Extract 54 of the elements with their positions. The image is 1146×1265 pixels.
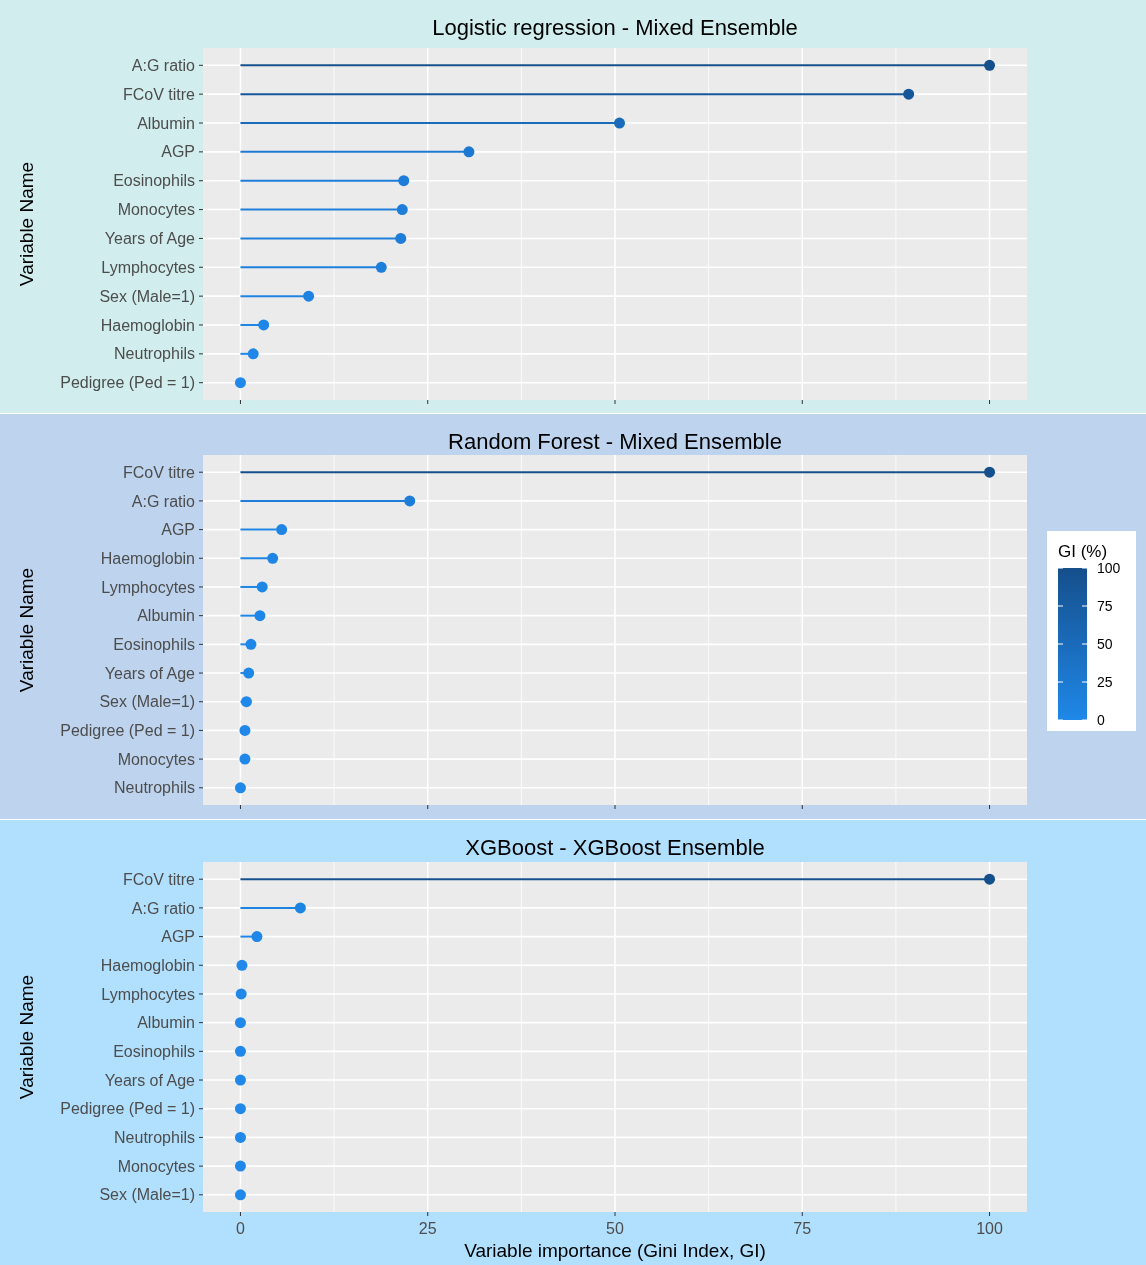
y-tick-label: Albumin <box>137 1014 195 1032</box>
y-tick-label: FCoV titre <box>122 463 196 481</box>
y-tick-label: Years of Age <box>104 230 196 248</box>
y-tick-label: Years of Age <box>104 1071 196 1089</box>
x-axis-title: Variable importance (Gini Index, GI) <box>464 1240 766 1261</box>
y-tick-label: Neutrophils <box>114 779 195 797</box>
chart-title: Logistic regression - Mixed Ensemble <box>432 15 798 40</box>
y-tick-label: Monocytes <box>117 1157 195 1175</box>
y-tick-label: A:G ratio <box>131 492 196 510</box>
x-tick-label: 100 <box>976 1220 1003 1237</box>
y-tick-label: Lymphocytes <box>101 258 195 276</box>
color-bar-label: 100 <box>1097 559 1121 576</box>
y-tick-label: Lymphocytes <box>101 985 195 1003</box>
y-axis-title: Variable Name <box>16 567 37 693</box>
color-bar-label: 75 <box>1097 597 1113 614</box>
y-tick-label: Eosinophils <box>113 1042 195 1060</box>
y-tick-label: AGP <box>161 143 195 161</box>
y-tick-label: Haemoglobin <box>100 549 195 567</box>
y-tick-label: Sex (Male=1) <box>99 693 195 711</box>
y-tick-label: FCoV titre <box>122 85 196 103</box>
x-tick-label: 25 <box>418 1220 437 1237</box>
y-tick-label: Sex (Male=1) <box>99 287 195 305</box>
x-tick-label: 50 <box>606 1220 624 1237</box>
y-tick-label: Neutrophils <box>114 1129 195 1147</box>
y-axis-title: Variable Name <box>16 161 37 287</box>
y-axis-title: Variable Name <box>16 974 37 1100</box>
y-tick-label: FCoV titre <box>122 870 196 888</box>
y-tick-label: A:G ratio <box>131 56 196 74</box>
chart-title: XGBoost - XGBoost Ensemble <box>465 835 765 860</box>
x-tick-label: 75 <box>793 1220 812 1237</box>
y-tick-label: Monocytes <box>117 750 195 768</box>
y-tick-label: Albumin <box>137 607 195 625</box>
y-tick-label: Eosinophils <box>113 172 195 190</box>
x-tick-label: 0 <box>236 1220 245 1237</box>
y-tick-label: Albumin <box>137 114 195 132</box>
y-tick-label: Eosinophils <box>113 635 195 653</box>
y-tick-label: Sex (Male=1) <box>99 1186 195 1204</box>
y-tick-label: Monocytes <box>117 201 195 219</box>
color-bar-label: 50 <box>1097 635 1113 652</box>
y-tick-label: A:G ratio <box>131 899 196 917</box>
y-tick-label: AGP <box>161 928 195 946</box>
y-tick-label: Pedigree (Ped = 1) <box>60 722 195 740</box>
chart-title: Random Forest - Mixed Ensemble <box>448 429 782 454</box>
y-tick-label: Pedigree (Ped = 1) <box>60 374 195 392</box>
y-tick-label: Pedigree (Ped = 1) <box>60 1100 195 1118</box>
y-tick-label: Haemoglobin <box>100 956 195 974</box>
y-tick-label: Neutrophils <box>114 345 195 363</box>
y-tick-label: Lymphocytes <box>101 578 195 596</box>
y-tick-label: AGP <box>161 521 195 539</box>
color-bar-label: 0 <box>1097 711 1105 728</box>
y-tick-label: Years of Age <box>104 664 196 682</box>
color-bar-title: GI (%) <box>1058 542 1108 561</box>
color-bar-label: 25 <box>1097 673 1113 690</box>
y-tick-label: Haemoglobin <box>100 316 195 334</box>
